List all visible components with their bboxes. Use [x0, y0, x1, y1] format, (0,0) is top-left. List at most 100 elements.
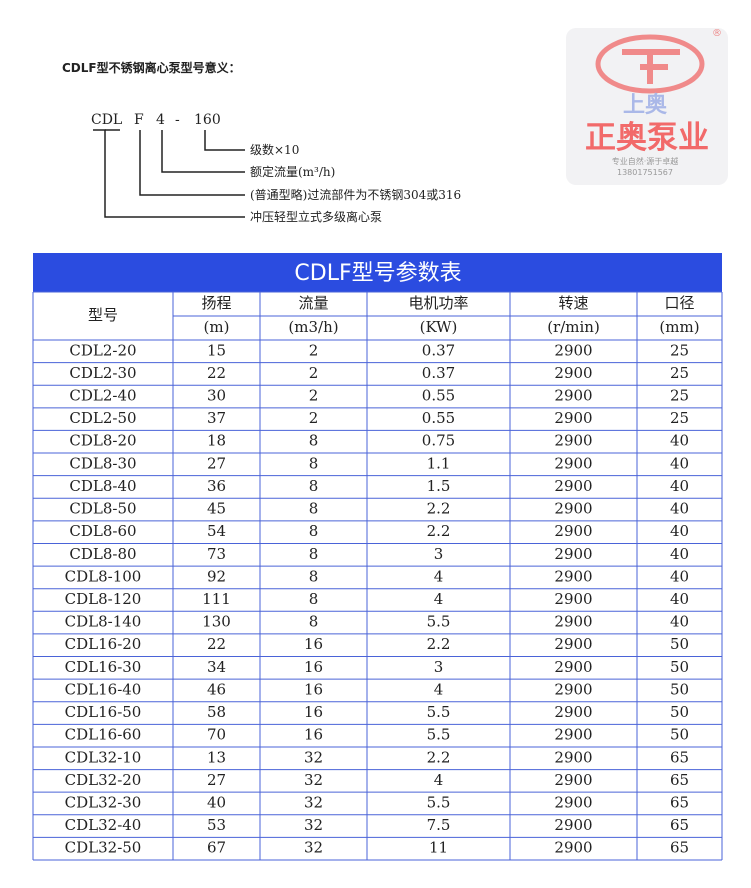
cell: 2900 — [554, 590, 592, 608]
cell: 40 — [207, 793, 226, 811]
cell: 2.2 — [427, 522, 451, 540]
brackets — [93, 129, 245, 218]
cell: CDL2-20 — [69, 341, 136, 359]
column-unit: (m) — [204, 318, 230, 336]
cell: 8 — [309, 477, 319, 495]
cell: 25 — [670, 364, 689, 382]
cell: CDL32-30 — [65, 793, 142, 811]
cell: 4 — [434, 771, 444, 789]
cell: CDL2-50 — [69, 409, 136, 427]
logo-top: 上奥 — [623, 92, 668, 118]
cell: 34 — [207, 658, 226, 676]
cell: CDL8-50 — [69, 500, 136, 518]
cell: 2900 — [554, 364, 592, 382]
cell: 8 — [309, 567, 319, 585]
cell: 32 — [304, 771, 323, 789]
code: 4 — [156, 112, 165, 128]
cell: 5.5 — [427, 613, 451, 631]
cell: 65 — [670, 816, 689, 834]
cell: 16 — [304, 726, 323, 744]
cell: 2900 — [554, 635, 592, 653]
bracket — [93, 129, 245, 218]
cell: 70 — [207, 726, 226, 744]
cell: CDL32-20 — [65, 771, 142, 789]
meaning: 级数×10 — [250, 142, 299, 157]
logo-f — [622, 49, 680, 84]
cell: 50 — [670, 635, 689, 653]
cell: 50 — [670, 703, 689, 721]
column-header: 扬程 — [201, 294, 231, 312]
doc-title: CDLF型不锈钢离心泵型号意义： — [62, 60, 241, 75]
cell: CDL32-40 — [65, 816, 142, 834]
cell: 7.5 — [427, 816, 451, 834]
cell: 0.37 — [422, 341, 455, 359]
cell: 2.2 — [427, 748, 451, 766]
cell: 5.5 — [427, 703, 451, 721]
code: 160 — [194, 112, 221, 128]
cell: CDL16-30 — [65, 658, 142, 676]
meaning: 冲压轻型立式多级离心泵 — [250, 209, 382, 224]
cell: 2 — [309, 364, 319, 382]
cell: CDL32-10 — [65, 748, 142, 766]
cell: CDL8-40 — [69, 477, 136, 495]
cell: 25 — [670, 341, 689, 359]
bracket — [204, 130, 245, 151]
cell: 2 — [309, 409, 319, 427]
cell: 13 — [207, 748, 226, 766]
cell: CDL2-40 — [69, 387, 136, 405]
cell: 54 — [207, 522, 226, 540]
cell: 50 — [670, 726, 689, 744]
cell: 2900 — [554, 771, 592, 789]
cell: 18 — [207, 432, 226, 450]
cell: 4 — [434, 567, 444, 585]
cell: 130 — [202, 613, 231, 631]
logo-ring — [595, 34, 705, 94]
logo-phone: 13801751567 — [617, 168, 673, 177]
cell: 8 — [309, 522, 319, 540]
cell: 2900 — [554, 703, 592, 721]
cell: CDL8-80 — [69, 545, 136, 563]
table: 型号 扬程 (m) 流量 (m3/h) 电机功率 (KW) 转速 (r/min) 口径 (mm) CD… — [32, 291, 723, 861]
bracket — [139, 130, 245, 196]
cell: CDL8-140 — [65, 613, 142, 631]
cell: 30 — [207, 387, 226, 405]
cell: 2900 — [554, 387, 592, 405]
cell: CDL16-40 — [65, 680, 142, 698]
cell: 16 — [304, 658, 323, 676]
cell: 2900 — [554, 341, 592, 359]
cell: 32 — [304, 839, 323, 857]
cell: 8 — [309, 545, 319, 563]
cell: CDL16-50 — [65, 703, 142, 721]
cell: 40 — [670, 454, 689, 472]
cell: 8 — [309, 590, 319, 608]
bracket — [161, 130, 245, 173]
cell: 8 — [309, 500, 319, 518]
cell: CDL8-120 — [65, 590, 142, 608]
cell: 2900 — [554, 432, 592, 450]
cell: 16 — [304, 680, 323, 698]
column-unit: (KW) — [420, 318, 458, 336]
cell: 73 — [207, 545, 226, 563]
cell: CDL16-20 — [65, 635, 142, 653]
cell: 50 — [670, 680, 689, 698]
cell: 65 — [670, 748, 689, 766]
cell: 111 — [202, 590, 231, 608]
cell: 92 — [207, 567, 226, 585]
cell: 2900 — [554, 658, 592, 676]
cell: 0.75 — [422, 432, 455, 450]
cell: 2900 — [554, 816, 592, 834]
cell: 3 — [434, 658, 444, 676]
cell: 5.5 — [427, 726, 451, 744]
cell: 0.55 — [422, 387, 455, 405]
cell: 2.2 — [427, 635, 451, 653]
cell: CDL32-50 — [65, 839, 142, 857]
code: - — [175, 112, 180, 128]
meaning: 额定流量(m³/h) — [250, 164, 335, 179]
cell: 2900 — [554, 613, 592, 631]
cell: 25 — [670, 387, 689, 405]
registered: ® — [712, 28, 722, 39]
cell: 3 — [434, 545, 444, 563]
cell: 2900 — [554, 522, 592, 540]
logo-brand: 正奥泵业 — [585, 120, 709, 156]
